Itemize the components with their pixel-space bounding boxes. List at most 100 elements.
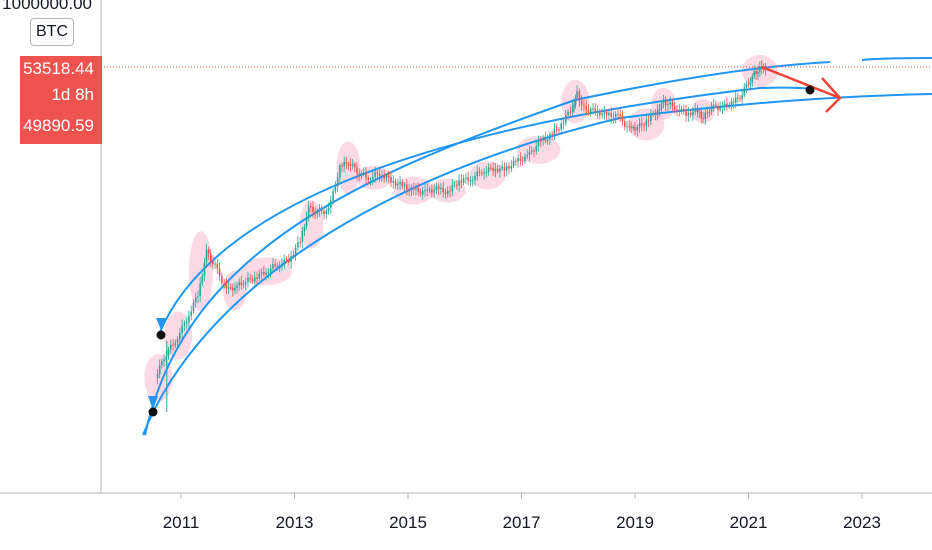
candle-body [283,259,286,264]
candle-body [589,108,592,112]
candle-body [730,101,733,107]
candle-body [161,361,163,366]
candle-body [179,332,181,339]
candle-body [560,123,563,130]
candle-body [528,151,531,156]
candle-body [334,186,337,192]
candle-body [426,189,429,191]
candle-body [696,108,699,113]
candle-body [647,120,650,122]
candle-body [433,190,435,193]
candle-body [299,242,301,244]
candle-body [260,272,263,274]
channel-middle [159,86,813,333]
candle-body [623,121,626,127]
candle-body [276,265,279,267]
candle-body [281,263,283,265]
candle-body [743,87,746,96]
candle-body [485,172,488,174]
candle-body [636,126,639,131]
candle-body [207,249,210,254]
candle-body [394,180,397,186]
candle-body [476,171,479,177]
candle-body [715,104,717,107]
candle-body [185,322,188,324]
candle-body [678,109,681,112]
candle-body [517,158,519,162]
candle-body [692,111,694,116]
candle-body [292,254,295,257]
candle-body [396,183,399,186]
candle-body [614,113,617,118]
candle-body [265,272,267,275]
candle-body [562,122,565,124]
prev-price-tag: 49890.59 [20,108,102,144]
candle-body [181,325,183,333]
candle-body [474,176,476,180]
candle-body [710,105,713,113]
candle-body [650,114,652,121]
candle-body [229,287,232,289]
x-tick-label: 2023 [843,513,881,532]
highlight-blob [299,200,324,249]
channel-curves [142,57,932,436]
candle-body [585,105,587,110]
candle-body [717,106,719,110]
candle-body [437,186,440,190]
candle-body [656,109,659,115]
candle-body [737,97,739,99]
candle-body [480,173,483,175]
candle-body [530,150,533,152]
x-tick-label: 2019 [616,513,654,532]
candle-body [385,175,388,179]
candle-body [362,172,365,174]
candle-body [310,205,312,207]
candle-body [312,206,314,212]
candle-body [458,180,460,186]
candle-body [378,173,381,176]
candle-body [487,167,490,173]
candle-body [194,297,197,303]
candle-body [444,192,447,194]
candle-body [203,262,206,276]
candle-body [167,349,170,357]
candle-body [587,109,590,112]
candle-body [356,167,358,174]
candle-body [440,187,442,190]
candle-body [503,166,506,171]
candle-body [515,160,517,162]
candle-body [628,126,631,128]
candle-body [446,190,449,194]
candle-body [564,115,567,123]
candle-body [236,285,238,288]
candle-body [501,166,504,169]
candle-body [188,315,190,323]
candle-body [387,175,390,178]
candle-body [698,111,701,113]
candle-body [392,180,395,183]
candle-body [539,140,542,142]
candle-body [316,210,318,214]
candle-body [367,177,370,180]
candle-body [469,180,472,182]
candle-body [460,180,463,183]
candle-body [267,272,270,274]
candle-body [163,359,165,362]
candle-body [462,178,465,183]
candle-body [673,106,676,110]
candle-body [169,344,172,350]
candle-body [320,209,323,212]
candle-body [341,165,343,167]
candle-body [526,155,528,157]
candle-body [353,164,356,168]
candle-body [176,338,179,343]
candle-body [664,99,667,106]
candle-body [728,106,731,108]
candle-body [601,113,603,116]
markers [148,85,815,417]
candle-body [580,100,583,105]
highlight-blob [469,161,506,190]
candle-body [278,264,281,267]
candle-body [721,105,724,108]
candle-body [551,134,553,136]
